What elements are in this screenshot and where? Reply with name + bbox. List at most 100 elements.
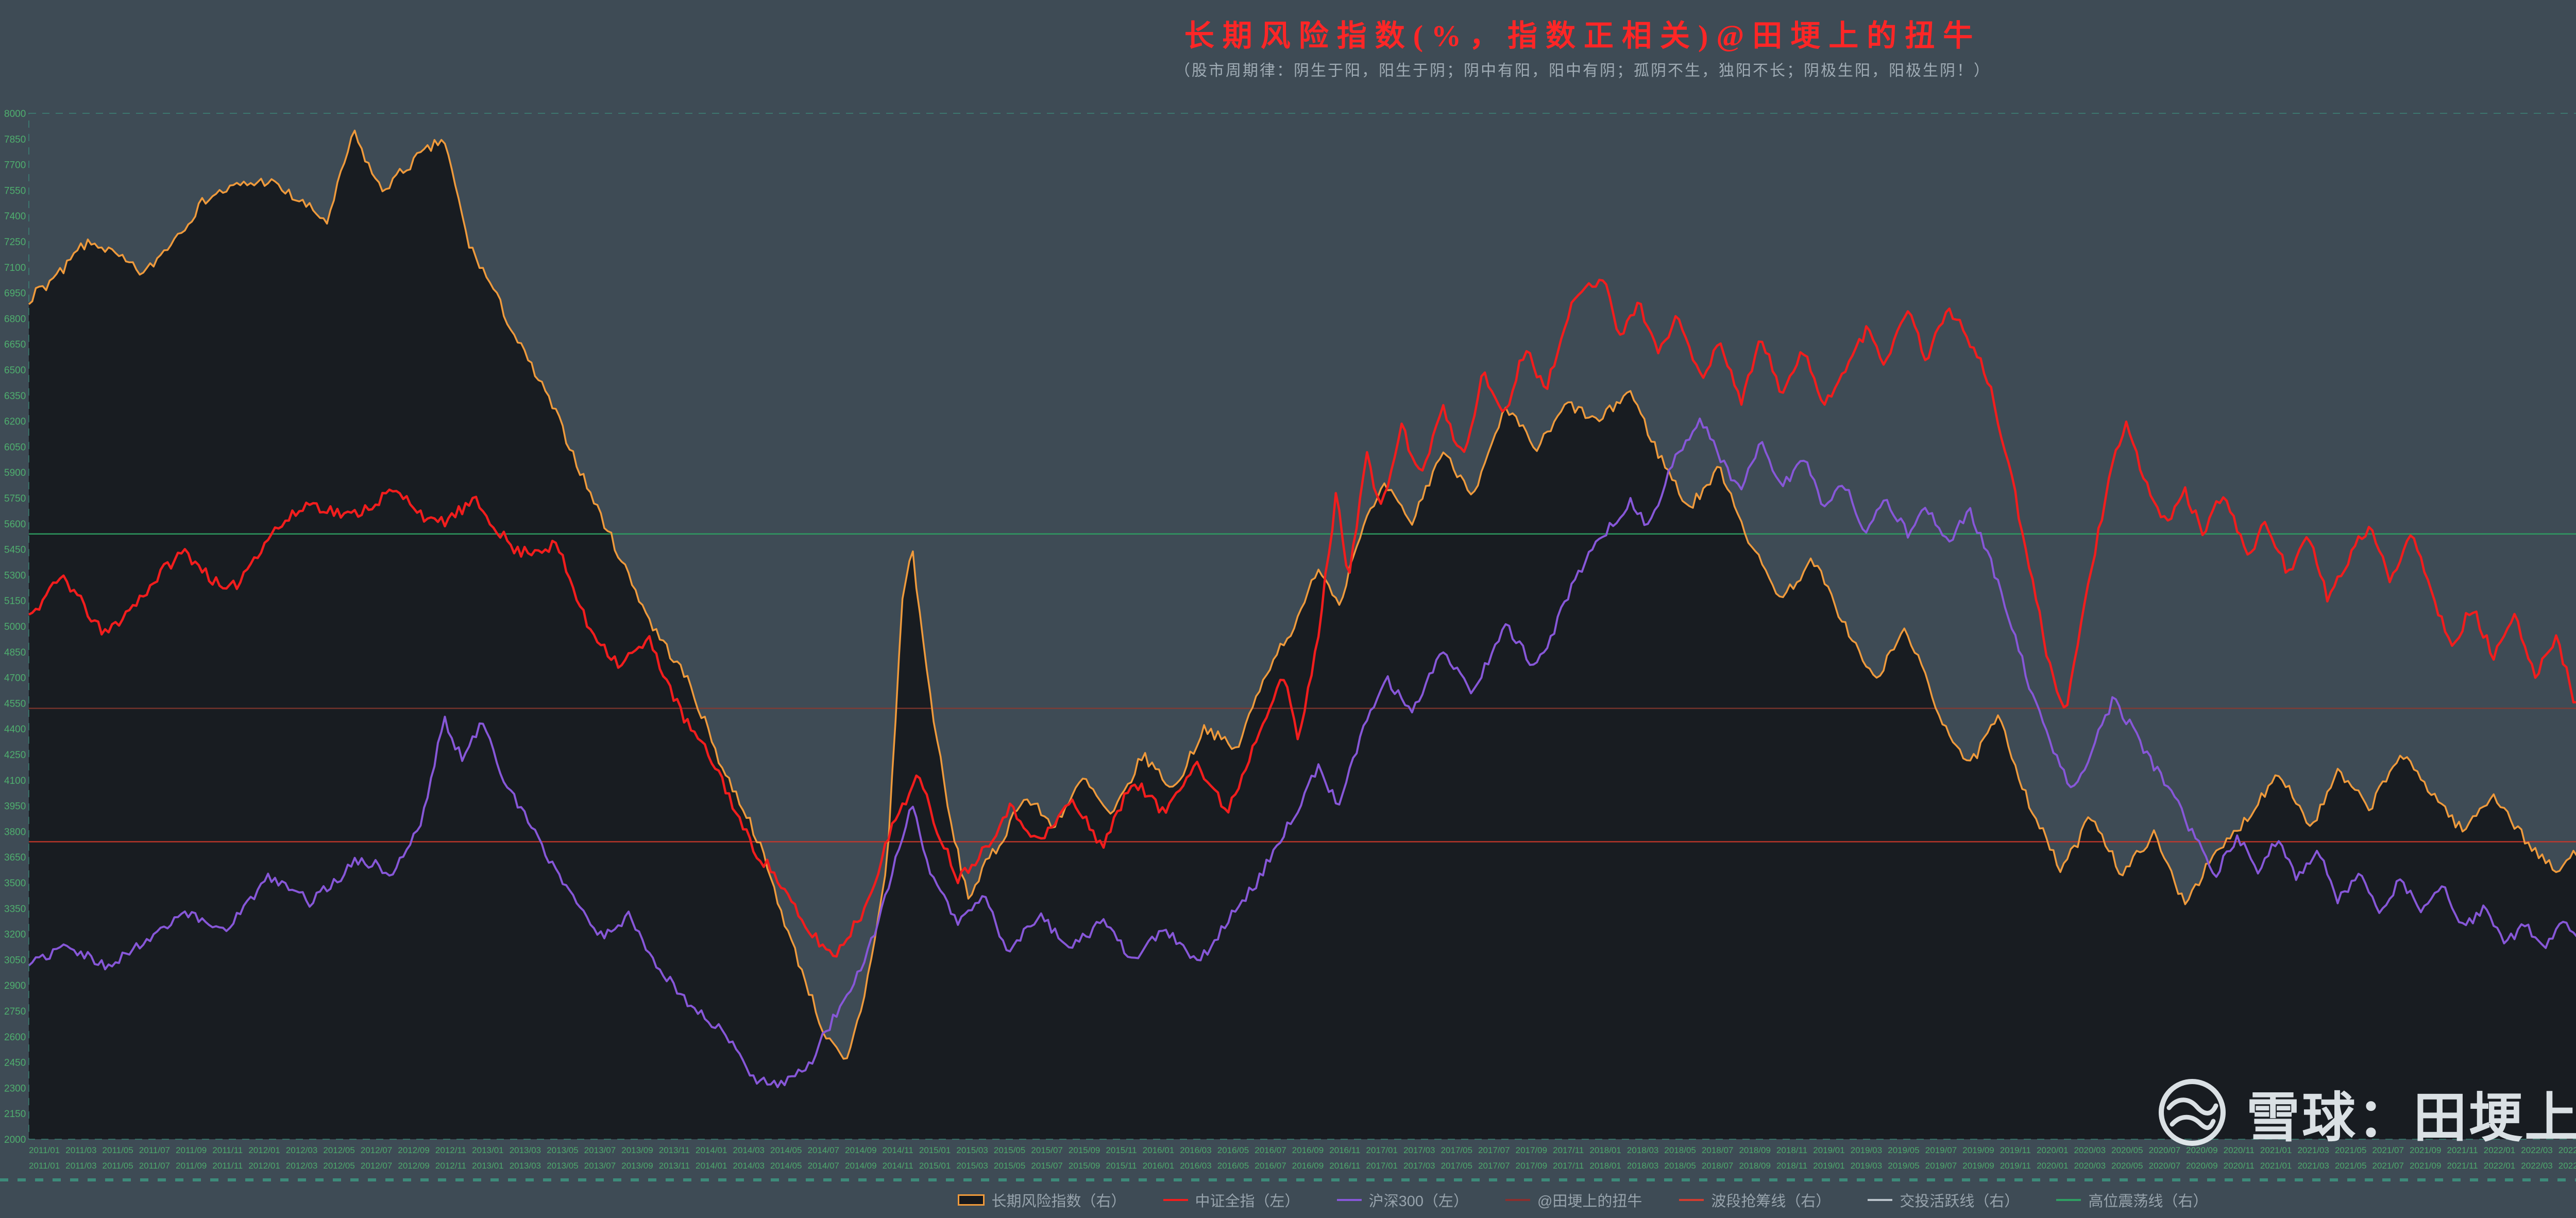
x-axis-date-label: 2018/09	[1739, 1145, 1771, 1155]
x-axis-date-label: 2016/03	[1180, 1161, 1212, 1171]
x-axis-date-label: 2018/11	[1776, 1161, 1808, 1171]
x-axis-date-label: 2016/09	[1292, 1161, 1324, 1171]
axis-tick-label: 7700	[4, 160, 26, 171]
x-axis-date-label: 2012/05	[323, 1145, 355, 1155]
x-axis-date-label: 2017/03	[1403, 1145, 1435, 1155]
x-axis-date-label: 2013/07	[584, 1145, 616, 1155]
x-axis-date-label: 2012/01	[248, 1145, 280, 1155]
legend-swatch	[957, 1194, 985, 1206]
x-axis-date-label: 2015/09	[1068, 1145, 1100, 1155]
legend-item-0[interactable]: 长期风险指数（右）	[957, 1189, 1126, 1211]
watermark-text: 雪球：田埂上的扭牛	[2246, 1088, 2576, 1148]
x-axis-date-label: 2012/11	[435, 1161, 467, 1171]
x-axis-date-label: 2016/11	[1329, 1145, 1361, 1155]
x-axis-date-label: 2017/09	[1515, 1161, 1548, 1171]
x-axis-date-label: 2017/03	[1403, 1161, 1435, 1171]
legend-item-6[interactable]: 高位震荡线（右）	[2056, 1189, 2208, 1211]
x-axis-date-label: 2015/11	[1106, 1145, 1137, 1155]
legend-item-5[interactable]: 交投活跃线（右）	[1868, 1189, 2019, 1211]
axis-tick-label: 6650	[4, 339, 26, 350]
x-axis-date-label: 2020/01	[2037, 1145, 2069, 1155]
x-axis-date-label: 2019/07	[1925, 1145, 1957, 1155]
axis-tick-label: 7850	[4, 134, 26, 145]
axis-tick-label: 3350	[4, 904, 26, 915]
x-axis-date-label: 2012/03	[285, 1145, 318, 1155]
x-axis-date-label: 2015/07	[1031, 1161, 1063, 1171]
x-axis-date-label: 2022/05	[2558, 1161, 2576, 1171]
x-axis-date-label: 2013/03	[509, 1145, 541, 1155]
x-axis-date-label: 2021/07	[2372, 1145, 2404, 1155]
x-axis-date-label: 2016/01	[1142, 1145, 1175, 1155]
x-axis-date-label: 2015/05	[993, 1145, 1026, 1155]
x-axis-date-label: 2012/11	[435, 1145, 467, 1155]
axis-tick-label: 4100	[4, 776, 26, 786]
axis-tick-label: 6350	[4, 391, 26, 402]
axis-tick-label: 7550	[4, 185, 26, 196]
x-axis-date-label: 2016/03	[1180, 1145, 1212, 1155]
x-axis-date-label: 2013/09	[621, 1145, 653, 1155]
x-axis-date-label: 2022/03	[2521, 1145, 2553, 1155]
x-axis-date-label: 2017/09	[1515, 1145, 1548, 1155]
legend-item-2[interactable]: 沪深300（左）	[1336, 1189, 1468, 1211]
x-axis-date-label: 2016/05	[1217, 1145, 1249, 1155]
x-axis-date-label: 2017/07	[1478, 1161, 1510, 1171]
x-axis-date-label: 2020/09	[2186, 1145, 2218, 1155]
legend-swatch	[1336, 1199, 1362, 1201]
axis-tick-label: 2750	[4, 1006, 26, 1017]
x-axis-date-label: 2013/05	[547, 1145, 579, 1155]
watermark: 雪球：田埂上的扭牛	[2154, 1074, 2576, 1151]
axis-tick-label: 2300	[4, 1083, 26, 1094]
x-axis-date-label: 2011/03	[65, 1161, 97, 1171]
axis-tick-label: 7250	[4, 237, 26, 248]
x-axis-date-label: 2017/05	[1440, 1161, 1473, 1171]
x-axis-date-label: 2013/01	[472, 1145, 504, 1155]
x-axis-date-label: 2020/03	[2074, 1145, 2106, 1155]
legend-item-1[interactable]: 中证全指（左）	[1163, 1189, 1300, 1211]
x-axis-date-label: 2014/09	[845, 1145, 877, 1155]
x-axis-date-label: 2011/05	[102, 1145, 133, 1155]
axis-tick-strip	[0, 1178, 2576, 1181]
x-axis-date-label: 2020/03	[2074, 1161, 2106, 1171]
page-subtitle: （股市周期律：阴生于阳，阳生于阴；阴中有阳，阳中有阴；孤阴不生，独阳不长；阴极生…	[1175, 62, 1991, 79]
x-axis-date-label: 2012/03	[285, 1161, 318, 1171]
x-axis-date-label: 2022/03	[2521, 1161, 2553, 1171]
x-axis-date-label: 2016/07	[1255, 1145, 1286, 1155]
x-axis-date-label: 2011/11	[212, 1145, 243, 1155]
x-axis-date-label: 2019/03	[1850, 1145, 1883, 1155]
x-axis-date-label: 2014/09	[845, 1161, 877, 1171]
axis-tick-label: 3650	[4, 852, 26, 863]
x-axis-date-label: 2017/07	[1478, 1145, 1510, 1155]
xueqiu-snowball-logo-icon	[2159, 1079, 2226, 1146]
x-axis-date-label: 2014/05	[770, 1145, 802, 1155]
x-axis-date-label: 2020/01	[2037, 1161, 2069, 1171]
axis-tick-label: 6500	[4, 365, 26, 376]
plot-border	[28, 113, 2576, 1140]
x-axis-date-label: 2014/01	[696, 1145, 727, 1155]
x-axis-date-label: 2016/11	[1329, 1161, 1361, 1171]
legend: 长期风险指数（右） 中证全指（左） 沪深300（左） @田埂上的扭牛 波段抢筹线（右） 交…	[0, 1189, 2576, 1211]
x-axis-date-label: 2016/07	[1255, 1161, 1286, 1171]
x-axis-date-label: 2014/05	[770, 1161, 802, 1171]
x-axis-date-label: 2013/09	[621, 1161, 653, 1171]
x-axis-date-label: 2012/09	[398, 1145, 430, 1155]
x-axis-date-label: 2018/09	[1739, 1161, 1771, 1171]
x-axis-date-label: 2011/07	[139, 1145, 170, 1155]
axis-tick-label: 6800	[4, 314, 26, 324]
series-line-0	[28, 129, 2576, 1060]
axis-tick-label: 2600	[4, 1032, 26, 1043]
x-axis-date-label: 2011/03	[65, 1145, 97, 1155]
x-axis-date-label: 2011/01	[29, 1145, 60, 1155]
series-line-2	[28, 279, 2576, 958]
x-axis-date-label: 2021/05	[2334, 1145, 2367, 1155]
x-axis-date-label: 2014/03	[733, 1145, 765, 1155]
x-axis-date-label: 2015/05	[993, 1161, 1026, 1171]
x-axis-date-label: 2015/11	[1106, 1161, 1137, 1171]
legend-item-3[interactable]: @田埂上的扭牛	[1505, 1189, 1642, 1211]
x-axis-date-label: 2022/01	[2483, 1145, 2516, 1155]
x-axis-date-label: 2019/09	[1962, 1145, 1994, 1155]
axis-tick-label: 6050	[4, 442, 26, 453]
axis-tick-label: 4700	[4, 673, 26, 684]
x-axis-date-label: 2013/11	[658, 1145, 690, 1155]
legend-item-4[interactable]: 波段抢筹线（右）	[1679, 1189, 1831, 1211]
